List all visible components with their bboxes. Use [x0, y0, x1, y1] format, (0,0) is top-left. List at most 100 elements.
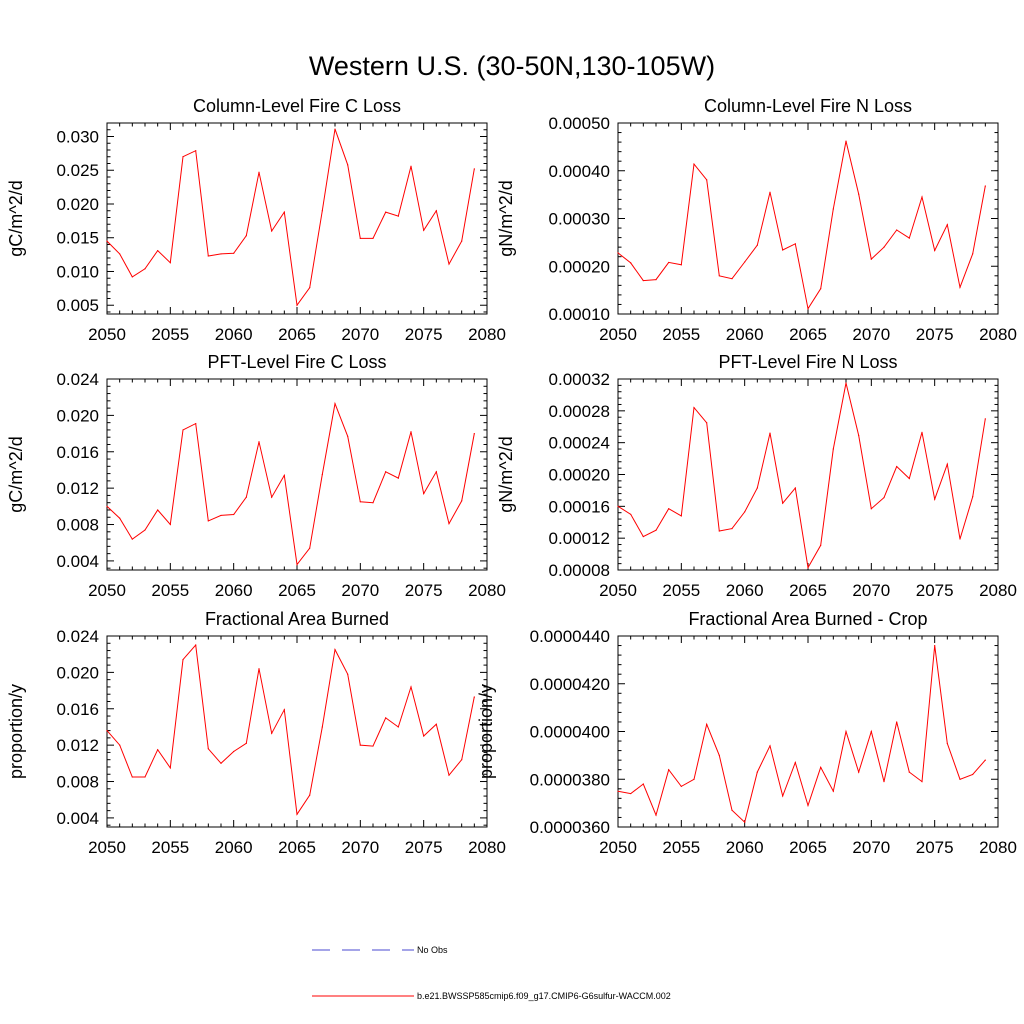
- series-line: [106, 128, 475, 307]
- data-point: [794, 243, 796, 245]
- y-tick-label: 0.00024: [549, 434, 610, 453]
- data-point: [233, 252, 235, 254]
- x-tick-label: 2050: [599, 325, 637, 344]
- y-tick-label: 0.004: [56, 809, 99, 828]
- data-point: [207, 255, 209, 257]
- x-tick-label: 2080: [468, 581, 506, 600]
- y-tick-label: 0.0000400: [530, 723, 610, 742]
- data-point: [807, 804, 809, 807]
- data-point: [794, 487, 796, 489]
- data-point: [769, 191, 771, 193]
- data-point: [245, 742, 247, 744]
- data-point: [144, 776, 146, 778]
- data-point: [706, 422, 708, 424]
- data-point: [296, 563, 298, 566]
- data-point: [157, 749, 159, 751]
- data-point: [207, 520, 209, 522]
- data-point: [245, 496, 247, 498]
- data-point: [410, 165, 412, 167]
- data-point: [220, 762, 222, 764]
- data-point: [680, 785, 682, 788]
- data-point: [870, 730, 872, 733]
- data-point: [718, 754, 720, 756]
- data-point: [693, 778, 695, 780]
- plot-frame: [617, 635, 999, 828]
- data-point: [744, 261, 746, 263]
- data-point: [258, 441, 260, 443]
- plot-frame: [106, 122, 488, 315]
- y-axis-label: gC/m^2/d: [6, 436, 26, 512]
- data-point: [959, 538, 961, 540]
- data-point: [435, 723, 437, 725]
- data-point: [347, 673, 349, 675]
- data-point: [858, 193, 860, 195]
- x-tick-label: 2065: [789, 325, 827, 344]
- data-point: [845, 382, 847, 384]
- series-line: [617, 645, 986, 824]
- y-tick-label: 0.0000420: [530, 675, 610, 694]
- data-point: [769, 745, 771, 747]
- data-point: [359, 744, 361, 746]
- data-point: [921, 196, 923, 198]
- legend-label-run: b.e21.BWSSP585cmip6.f09_g17.CMIP6-G6sulf…: [417, 991, 671, 1001]
- data-point: [448, 774, 450, 776]
- data-point: [908, 771, 910, 773]
- y-axis-label: gC/m^2/d: [6, 180, 26, 256]
- data-point: [896, 721, 898, 723]
- data-point: [372, 745, 374, 747]
- data-point: [271, 496, 273, 498]
- plot-frame: [106, 378, 488, 571]
- data-point: [744, 821, 746, 823]
- data-point: [820, 544, 822, 546]
- data-point: [283, 211, 285, 213]
- data-point: [321, 473, 323, 476]
- data-point: [435, 471, 437, 473]
- data-point: [169, 767, 171, 769]
- x-tick-label: 2070: [341, 838, 379, 857]
- x-tick-label: 2060: [215, 581, 253, 600]
- data-point: [832, 448, 834, 450]
- data-point: [630, 513, 632, 515]
- y-axis-label: proportion/y: [6, 684, 26, 779]
- data-point: [131, 276, 133, 278]
- x-tick-label: 2065: [278, 581, 316, 600]
- data-point: [461, 759, 463, 761]
- panel-title: PFT-Level Fire C Loss: [207, 352, 386, 372]
- data-point: [832, 790, 834, 792]
- data-point: [410, 686, 412, 688]
- x-tick-label: 2055: [662, 838, 700, 857]
- data-point: [182, 429, 184, 431]
- plot-frame: [617, 122, 999, 315]
- y-tick-label: 0.020: [56, 663, 99, 682]
- data-point: [896, 465, 898, 468]
- data-point: [321, 726, 323, 728]
- data-point: [807, 567, 809, 569]
- data-point: [334, 402, 336, 405]
- data-point: [934, 644, 936, 647]
- data-point: [169, 262, 171, 264]
- data-point: [731, 278, 733, 280]
- data-point: [296, 813, 298, 815]
- data-point: [845, 730, 847, 733]
- data-point: [397, 477, 399, 479]
- data-point: [220, 253, 222, 255]
- data-point: [119, 517, 121, 519]
- data-point: [731, 809, 733, 811]
- data-point: [473, 168, 475, 170]
- data-point: [693, 407, 695, 409]
- data-point: [668, 769, 670, 771]
- data-point: [617, 505, 619, 507]
- data-point: [397, 215, 399, 217]
- data-point: [182, 156, 184, 158]
- plot-frame: [617, 378, 999, 571]
- data-point: [283, 474, 285, 477]
- data-point: [144, 529, 146, 531]
- data-point: [807, 308, 809, 310]
- data-point: [106, 505, 108, 507]
- data-point: [630, 792, 632, 795]
- x-tick-label: 2060: [726, 325, 764, 344]
- data-point: [820, 288, 822, 290]
- data-point: [655, 529, 657, 531]
- panel-title: Fractional Area Burned - Crop: [688, 609, 927, 629]
